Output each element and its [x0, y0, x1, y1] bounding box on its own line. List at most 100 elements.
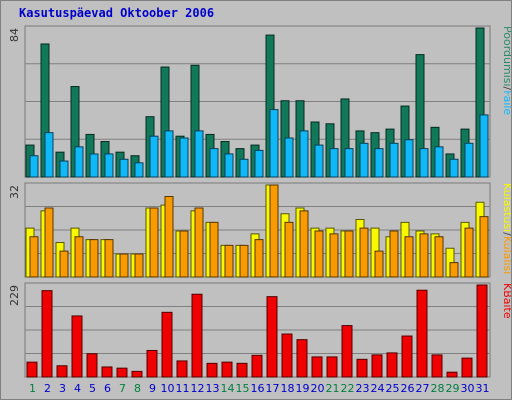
bar-bottom-bytes-9	[146, 349, 158, 378]
bar-middle-visits-7	[119, 253, 129, 278]
x-tick-label-2: 2	[44, 382, 51, 395]
bar-top-files-21	[329, 148, 339, 178]
bar-top-files-19	[299, 130, 309, 178]
bar-middle-visits-25	[389, 230, 399, 278]
bar-bottom-bytes-3	[56, 365, 68, 378]
bar-top-files-10	[164, 130, 174, 178]
bar-bottom-bytes-20	[311, 356, 323, 378]
bar-middle-visits-5	[89, 239, 99, 278]
x-tick-label-23: 23	[356, 382, 370, 395]
x-tick-label-29: 29	[446, 382, 460, 395]
bar-top-files-18	[284, 137, 294, 178]
legend-bottom: KBaite	[501, 283, 511, 319]
bar-bottom-bytes-18	[281, 333, 293, 378]
bar-top-files-20	[314, 144, 324, 178]
bar-bottom-bytes-7	[116, 367, 128, 378]
x-tick-label-19: 19	[296, 382, 310, 395]
x-tick-label-1: 1	[29, 382, 36, 395]
bar-middle-visits-15	[239, 244, 249, 278]
x-tick-label-25: 25	[386, 382, 400, 395]
bar-middle-visits-24	[374, 250, 384, 278]
bar-middle-visits-4	[74, 236, 84, 278]
x-tick-label-21: 21	[326, 382, 340, 395]
bar-top-files-31	[479, 114, 489, 178]
bar-middle-visits-26	[404, 236, 414, 278]
bar-middle-visits-8	[134, 253, 144, 278]
bar-top-files-28	[434, 146, 444, 178]
bar-middle-visits-31	[479, 216, 489, 278]
bar-top-files-9	[149, 135, 159, 178]
x-tick-label-9: 9	[149, 382, 156, 395]
x-tick-label-16: 16	[251, 382, 265, 395]
bar-top-files-14	[224, 153, 234, 178]
x-tick-label-4: 4	[74, 382, 81, 395]
chart-title: Kasutuspäevad Oktoober 2006	[19, 6, 215, 20]
bar-middle-visits-2	[44, 207, 54, 278]
bar-bottom-bytes-5	[86, 353, 98, 378]
x-tick-label-5: 5	[89, 382, 96, 395]
bar-top-files-24	[374, 148, 384, 178]
bar-middle-visits-6	[104, 239, 114, 278]
x-tick-label-27: 27	[416, 382, 430, 395]
bar-bottom-bytes-2	[41, 290, 53, 378]
bar-middle-visits-1	[29, 236, 39, 278]
bar-top-files-13	[209, 148, 219, 178]
bar-bottom-bytes-24	[371, 354, 383, 378]
y-max-label: 229	[8, 285, 21, 306]
bar-middle-visits-18	[284, 221, 294, 278]
x-tick-label-24: 24	[371, 382, 385, 395]
x-tick-label-12: 12	[191, 382, 205, 395]
x-tick-label-8: 8	[134, 382, 141, 395]
bar-middle-visits-21	[329, 233, 339, 278]
bar-middle-visits-27	[419, 233, 429, 278]
bar-top-files-29	[449, 158, 459, 178]
bar-middle-visits-22	[344, 230, 354, 278]
bar-bottom-bytes-13	[206, 362, 218, 378]
bar-top-files-22	[344, 148, 354, 178]
bar-top-files-2	[44, 132, 54, 178]
bar-bottom-bytes-8	[131, 370, 143, 378]
bar-top-files-8	[134, 162, 144, 178]
x-tick-label-17: 17	[266, 382, 280, 395]
bar-bottom-bytes-4	[71, 315, 83, 378]
bar-middle-visits-28	[434, 236, 444, 278]
bar-bottom-bytes-12	[191, 293, 203, 378]
bar-middle-visits-3	[59, 250, 69, 278]
x-tick-label-18: 18	[281, 382, 295, 395]
legend-entry: Pöördumisi	[501, 26, 511, 87]
bar-middle-visits-11	[179, 230, 189, 278]
x-tick-label-26: 26	[401, 382, 415, 395]
bar-bottom-bytes-27	[416, 289, 428, 378]
bar-bottom-bytes-10	[161, 311, 173, 378]
x-tick-label-10: 10	[161, 382, 175, 395]
x-tick-label-31: 31	[476, 382, 490, 395]
bar-top-files-30	[464, 142, 474, 178]
y-max-label: 84	[8, 28, 21, 42]
bar-middle-visits-19	[299, 210, 309, 278]
x-tick-label-3: 3	[59, 382, 66, 395]
bar-top-files-6	[104, 153, 114, 178]
bar-bottom-bytes-6	[101, 366, 113, 378]
bar-middle-visits-17	[269, 184, 279, 278]
bar-middle-visits-9	[149, 207, 159, 278]
bar-bottom-bytes-30	[461, 357, 473, 378]
x-tick-label-30: 30	[461, 382, 475, 395]
x-tick-label-7: 7	[119, 382, 126, 395]
legend-entry: /	[501, 232, 511, 236]
legend-entry: KBaite	[501, 283, 511, 319]
bar-bottom-bytes-15	[236, 362, 248, 378]
x-tick-label-6: 6	[104, 382, 111, 395]
bar-bottom-bytes-26	[401, 335, 413, 378]
x-tick-label-13: 13	[206, 382, 220, 395]
x-tick-label-11: 11	[176, 382, 190, 395]
bar-middle-visits-20	[314, 230, 324, 278]
x-tick-label-20: 20	[311, 382, 325, 395]
bar-top-files-27	[419, 148, 429, 178]
bar-top-files-15	[239, 158, 249, 178]
bar-bottom-bytes-1	[26, 361, 38, 378]
bar-top-files-25	[389, 142, 399, 178]
legend-entry: Külalisi	[501, 236, 511, 274]
x-tick-label-14: 14	[221, 382, 235, 395]
